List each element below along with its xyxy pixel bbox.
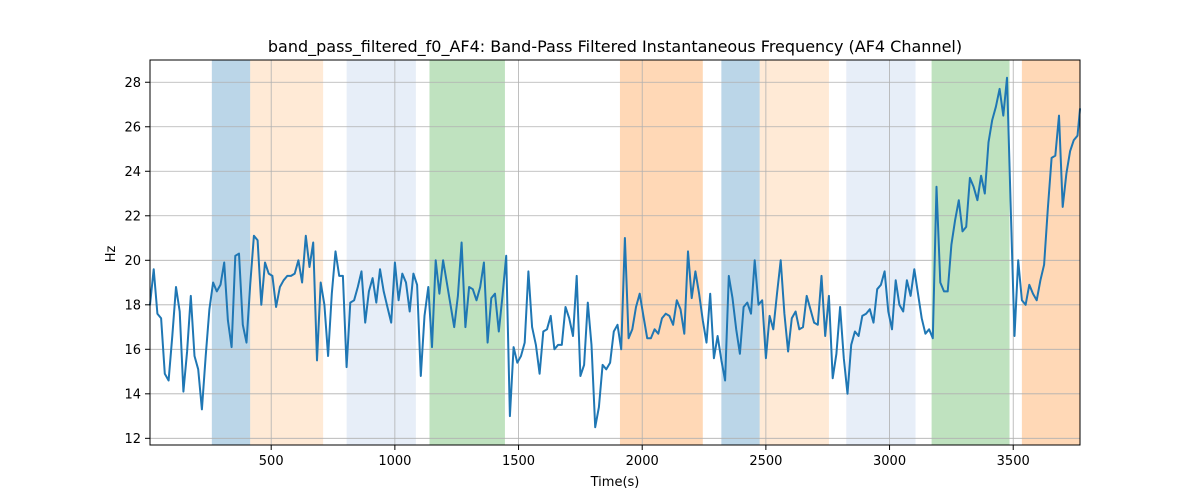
y-tick-label: 20 [124, 254, 141, 269]
x-axis-title: Time(s) [590, 475, 640, 490]
shaded-band-3 [346, 60, 416, 445]
x-axis-ticks: 500 1000 1500 2000 2500 3000 3500 [259, 445, 1030, 469]
shaded-band-10 [1021, 60, 1080, 445]
y-tick-label: 22 [124, 209, 141, 224]
x-tick-label: 1500 [502, 454, 535, 469]
y-axis-ticks: 12 14 16 18 20 22 24 26 28 [124, 76, 150, 447]
series-group [149, 76, 1081, 429]
shaded-band-5 [619, 60, 703, 445]
y-tick-label: 12 [124, 432, 141, 447]
x-tick-label: 1000 [378, 454, 411, 469]
chart-title: band_pass_filtered_f0_AF4: Band-Pass Fil… [268, 37, 962, 57]
x-tick-label: 3500 [997, 454, 1030, 469]
y-tick-label: 28 [124, 76, 141, 91]
x-tick-label: 2000 [626, 454, 659, 469]
y-tick-label: 18 [124, 298, 141, 313]
x-tick-label: 500 [259, 454, 284, 469]
shaded-band-9 [931, 60, 1010, 445]
series-line-1 [149, 76, 1081, 429]
y-tick-label: 26 [124, 120, 141, 135]
shaded-band-7 [759, 60, 829, 445]
shaded-band-6 [721, 60, 760, 445]
plot-frame [149, 59, 1081, 446]
x-tick-label: 2500 [749, 454, 782, 469]
y-tick-label: 24 [124, 165, 141, 180]
y-axis-title: Hz [104, 246, 119, 263]
shaded-band-1 [211, 60, 251, 445]
shaded-band-4 [429, 60, 505, 445]
y-tick-label: 14 [124, 387, 141, 402]
shaded-bands [211, 60, 1080, 445]
shaded-band-8 [846, 60, 916, 445]
x-tick-label: 3000 [873, 454, 906, 469]
y-tick-label: 16 [124, 343, 141, 358]
grid-lines [150, 60, 1080, 445]
